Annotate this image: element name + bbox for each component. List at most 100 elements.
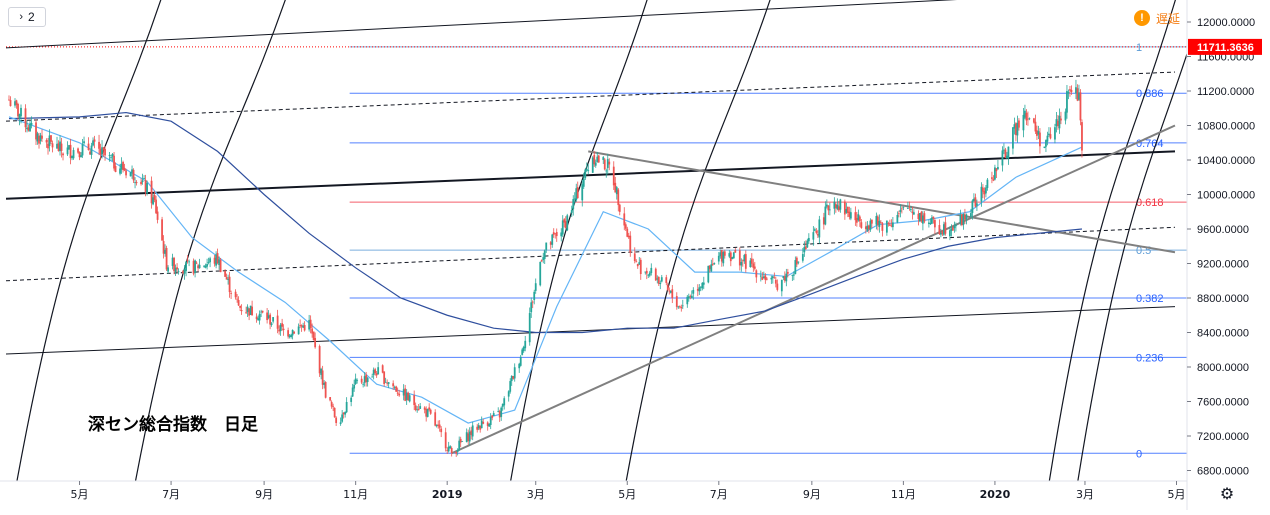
candle-body (807, 237, 810, 242)
candle-body (629, 235, 632, 253)
candle-body (615, 187, 618, 195)
candle-body (482, 421, 485, 424)
candle-body (413, 395, 416, 406)
candle-body (552, 232, 555, 235)
candle-body (563, 219, 566, 223)
candle-body (732, 252, 735, 259)
candle-body (1006, 155, 1008, 159)
candle-body (320, 368, 323, 375)
candle-body (465, 432, 468, 442)
candle-body (591, 157, 594, 173)
candle-body (512, 375, 515, 379)
candle-body (953, 226, 956, 229)
candle-body (414, 405, 417, 411)
candle-body (638, 262, 641, 265)
candle-body (994, 167, 996, 180)
x-tick-label: 5月 (618, 488, 636, 501)
dashed-upper-line (6, 71, 1176, 122)
candle-body (129, 172, 132, 177)
candle-body (1045, 140, 1047, 147)
candle-body (930, 217, 933, 224)
candle-body (324, 382, 327, 398)
candle-body (734, 250, 737, 253)
candle-body (986, 179, 989, 188)
y-tick-label: 11200.0000 (1197, 86, 1254, 98)
candle-body (366, 377, 369, 382)
candle-body (276, 315, 279, 329)
time-arc (16, 0, 162, 481)
candle-body (437, 424, 440, 426)
candle-body (458, 440, 461, 450)
candle-body (885, 220, 888, 233)
time-arc (134, 0, 286, 481)
candle-body (917, 213, 920, 220)
candle-body (545, 242, 548, 250)
candle-body (287, 330, 290, 337)
candle-body (848, 211, 851, 217)
candle-body (944, 222, 947, 234)
y-tick-label: 9200.0000 (1197, 259, 1249, 271)
candle-body (486, 422, 489, 426)
y-tick-label: 10800.0000 (1197, 121, 1255, 133)
candle-body (173, 257, 175, 272)
candle-body (581, 184, 584, 201)
candle-body (375, 373, 378, 376)
candle-body (812, 232, 815, 240)
candle-body (762, 276, 765, 279)
candle-body (501, 403, 504, 407)
candle-body (477, 425, 480, 429)
candle-body (455, 451, 458, 454)
candle-body (339, 422, 342, 425)
candle-body (561, 220, 564, 235)
candle-body (447, 446, 450, 452)
candle-body (1004, 149, 1007, 158)
candle-body (9, 100, 12, 107)
candle-body (248, 308, 251, 316)
candle-body (363, 376, 366, 383)
candle-body (645, 270, 648, 274)
candle-body (123, 167, 126, 171)
candle-body (911, 211, 914, 214)
time-arc (510, 0, 648, 481)
candle-body (489, 417, 492, 425)
candle-body (765, 278, 768, 280)
candle-body (90, 145, 93, 155)
x-tick-label: 5月 (71, 488, 89, 501)
candle-body (570, 210, 573, 213)
candle-body (573, 198, 576, 200)
candle-body (837, 206, 840, 211)
candle-body (528, 313, 531, 343)
candle-body (102, 147, 105, 150)
candle-body (671, 289, 674, 299)
candle-body (1067, 92, 1070, 93)
gear-icon[interactable]: ⚙ (1219, 486, 1235, 503)
y-tick-label: 8400.0000 (1197, 328, 1249, 340)
candle-body (627, 235, 630, 238)
candle-body (387, 382, 390, 384)
candle-body (738, 250, 741, 266)
candle-body (982, 187, 984, 192)
candle-body (764, 275, 767, 280)
candle-body (964, 214, 966, 220)
candle-body (521, 349, 524, 355)
interval-badge[interactable]: › 2 (8, 7, 46, 27)
candle-body (786, 271, 789, 274)
candle-body (26, 127, 28, 130)
data-delay-indicator[interactable]: ! 遅延 (1134, 9, 1180, 27)
candle-body (57, 143, 60, 151)
candle-body (188, 261, 190, 263)
candle-body (824, 206, 827, 225)
candle-body (290, 334, 293, 338)
candle-body (1069, 89, 1071, 91)
candle-body (594, 162, 597, 166)
candle-body (899, 209, 902, 212)
candle-body (308, 320, 311, 330)
candle-body (1070, 89, 1073, 92)
candle-body (744, 254, 747, 269)
candle-body (669, 291, 672, 293)
candle-body (1036, 130, 1038, 136)
candle-body (470, 430, 473, 435)
